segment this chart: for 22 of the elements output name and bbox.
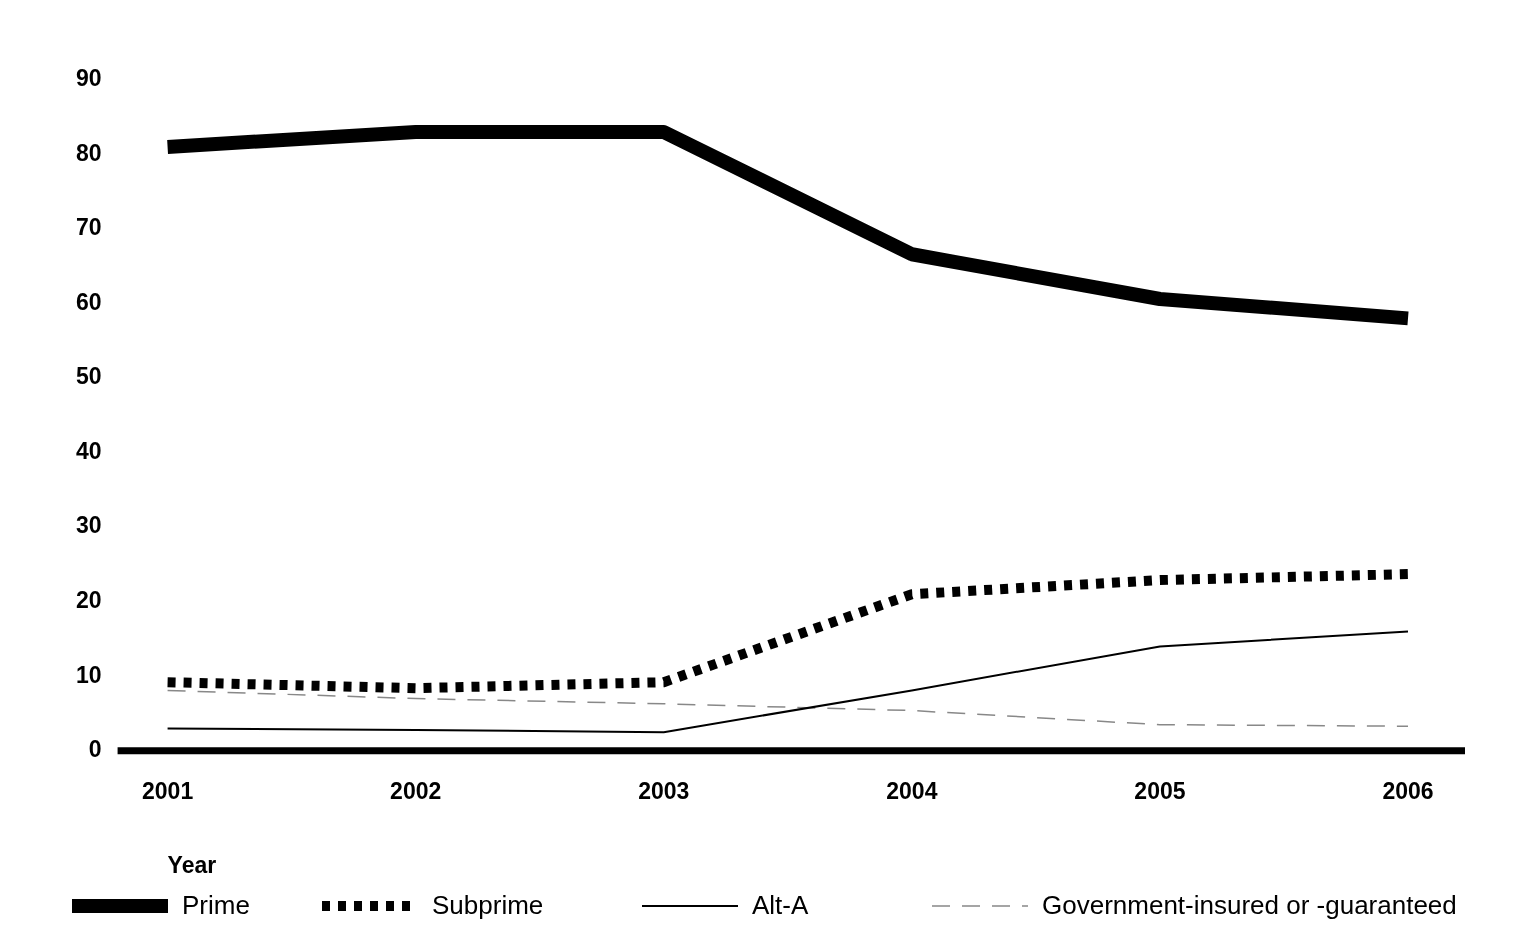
y-tick-label: 10 <box>75 661 102 688</box>
x-tick-label: 2006 <box>1382 777 1434 804</box>
y-tick-label: 90 <box>75 65 102 92</box>
legend-label: Prime <box>182 890 250 921</box>
y-tick-label: 80 <box>75 139 102 166</box>
x-tick-label: 2002 <box>390 777 442 804</box>
legend-label: Subprime <box>432 890 544 921</box>
x-tick-label: 2003 <box>638 777 690 804</box>
y-tick-label: 20 <box>75 587 102 614</box>
y-tick-label: 40 <box>75 437 102 464</box>
y-tick-label: 30 <box>75 512 102 539</box>
legend-label: Government-insured or -guaranteed <box>1042 890 1457 921</box>
x-tick-label: 2005 <box>1134 777 1186 804</box>
y-tick-label: 50 <box>75 363 102 390</box>
x-tick-label: 2001 <box>142 777 194 804</box>
x-axis-title: Year <box>167 851 217 878</box>
y-tick-label: 0 <box>88 736 102 763</box>
legend-label: Alt-A <box>752 890 809 921</box>
x-tick-label: 2004 <box>886 777 938 804</box>
line-series <box>166 689 1409 727</box>
y-tick-label: 60 <box>75 288 102 315</box>
y-tick-label: 70 <box>75 214 102 241</box>
